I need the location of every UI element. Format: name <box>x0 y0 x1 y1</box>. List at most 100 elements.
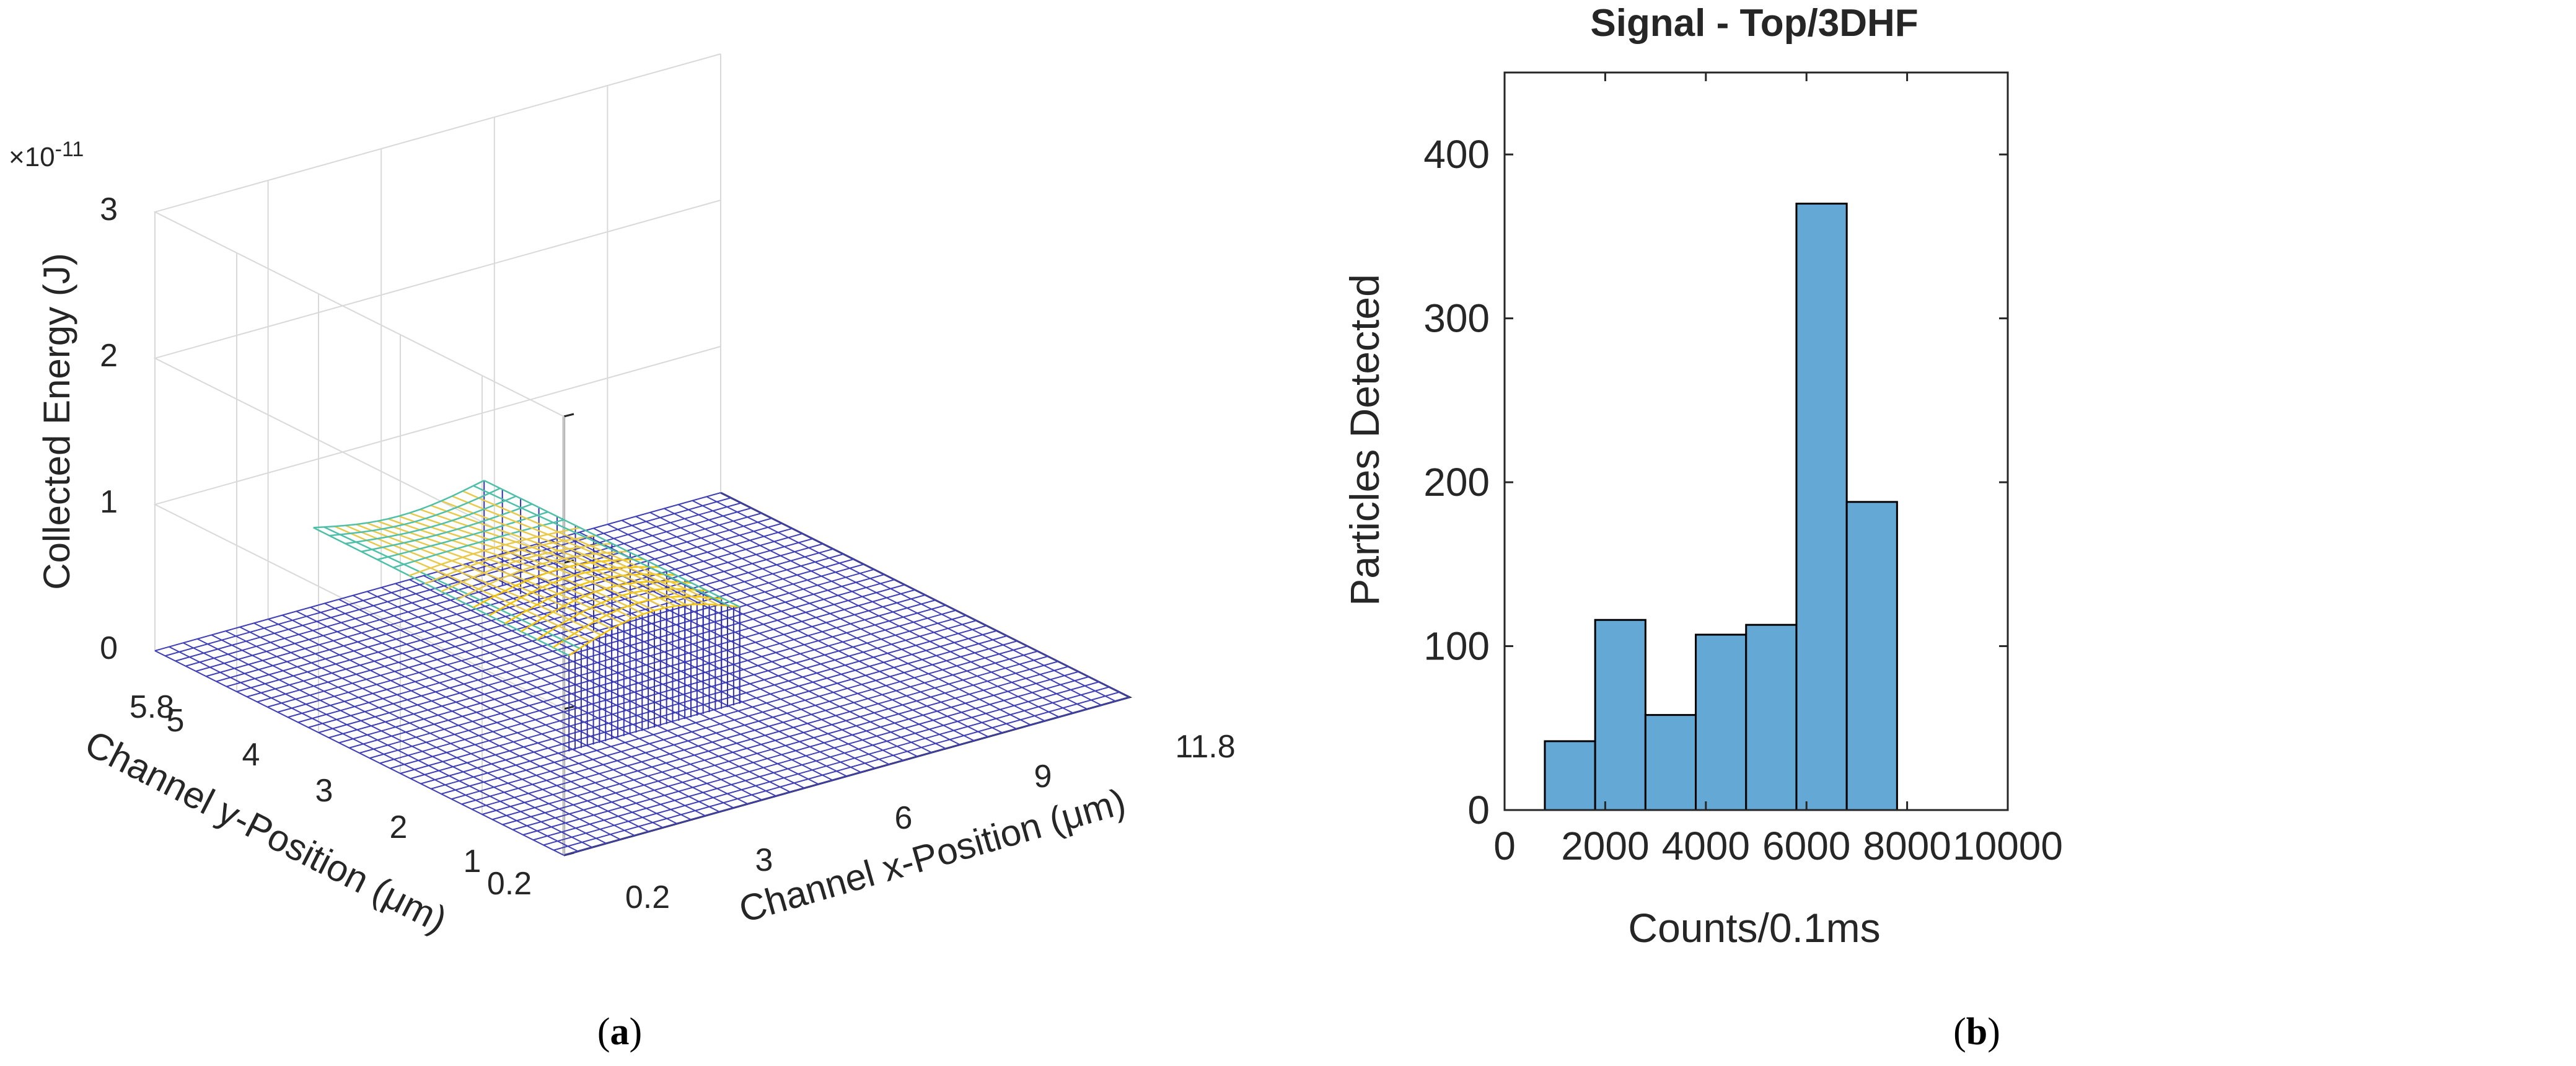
mesh-line <box>338 584 905 744</box>
x-tick-label: 4000 <box>1662 824 1750 868</box>
mesh-line <box>318 574 885 733</box>
histogram-bar <box>1695 633 1747 811</box>
grid-line <box>153 346 721 710</box>
mesh-line <box>267 548 833 708</box>
mesh-line <box>288 558 854 718</box>
x-tick-label: 3 <box>755 842 773 878</box>
surface-line <box>377 511 548 561</box>
y-tick-label: 5 <box>167 703 185 739</box>
mesh-line <box>206 518 772 677</box>
mesh-line <box>664 508 1074 714</box>
surface-line <box>393 519 565 568</box>
surface-line <box>408 527 581 576</box>
mesh-line <box>247 538 813 698</box>
y-tick-label: 1 <box>464 844 481 879</box>
y-tick-label: 0 <box>1467 788 1490 832</box>
energy-surface <box>313 480 741 752</box>
mesh-line <box>175 502 742 662</box>
histogram-bar <box>1544 740 1596 811</box>
y-tick-label: 100 <box>1423 624 1490 669</box>
mesh-line <box>257 543 824 703</box>
surface-line <box>462 490 719 606</box>
x-tick-label: 2000 <box>1561 824 1649 868</box>
y-tick-label: 300 <box>1423 296 1490 341</box>
mesh-line <box>451 567 861 773</box>
x-tick-label: 11.8 <box>1175 729 1235 765</box>
surface-line <box>409 512 666 609</box>
surface-line <box>329 487 501 537</box>
y-tick-label: 4 <box>242 737 260 773</box>
mesh-line <box>706 496 1116 702</box>
y-axis-label: Particles Detected <box>1342 274 1387 606</box>
y-tick-label: 0.2 <box>487 866 532 902</box>
grid-lines <box>153 53 721 856</box>
y-tick-label: 2 <box>390 809 408 845</box>
axes-frame <box>1503 71 2009 811</box>
histogram-bar <box>1845 501 1898 811</box>
y-tick-label: 5.8 <box>130 689 174 725</box>
mesh-line <box>185 507 752 667</box>
y-tick-label: 200 <box>1423 460 1490 504</box>
mesh-line <box>277 553 844 713</box>
histogram-bar <box>1594 619 1646 811</box>
histogram-bar <box>1795 203 1848 811</box>
x-ticks: 0 2000 4000 6000 8000 10000 <box>1493 73 2063 868</box>
x-tick-label: 9 <box>1034 759 1052 795</box>
mesh-line <box>720 492 1130 698</box>
z-tick-mark <box>563 559 574 564</box>
z-tick-label: 1 <box>100 484 118 520</box>
surface-line <box>398 515 655 612</box>
y-tick-label: 400 <box>1423 132 1490 177</box>
x-tick-label: 0 <box>1493 824 1516 868</box>
histogram-bar <box>1745 623 1798 811</box>
panel-b-histogram: Signal - Top/3DHF 0 2000 4000 6000 8000 10000… <box>1342 2 2063 951</box>
caption-a: (a) <box>597 1011 642 1053</box>
mesh-line <box>297 563 864 723</box>
mesh-line <box>607 524 1017 729</box>
surface-line <box>313 480 485 529</box>
surface-line <box>420 508 676 607</box>
x-axis-label: Counts/0.1ms <box>1628 905 1880 951</box>
y-tick-label: 3 <box>315 773 333 809</box>
histogram-bars <box>1544 203 1898 811</box>
z-exponent-label: ×10-11 <box>9 138 84 172</box>
z-tick-mark <box>563 413 574 418</box>
mesh-line <box>621 519 1031 726</box>
mesh-line <box>494 555 904 761</box>
z-tick-label: 3 <box>100 192 118 227</box>
y-ticks: 0 100 200 300 400 <box>1423 132 2008 832</box>
caption-b: (b) <box>1953 1011 2000 1053</box>
mesh-line <box>635 516 1045 722</box>
mesh-line <box>216 522 783 682</box>
floor-mesh <box>154 492 1130 856</box>
z-exponent-base: ×10 <box>9 142 55 172</box>
x-tick-label: 10000 <box>1953 824 2063 868</box>
z-exponent-power: -11 <box>55 138 84 161</box>
mesh-line <box>236 533 803 692</box>
surface-line <box>345 495 517 545</box>
surface-line <box>424 534 596 584</box>
surface-line <box>452 495 708 606</box>
x-tick-label: 8000 <box>1863 824 1951 868</box>
mesh-line <box>465 563 876 769</box>
mesh-line <box>678 504 1088 710</box>
surface-line <box>441 500 698 606</box>
chart-title: Signal - Top/3DHF <box>1590 2 1918 45</box>
grid-line <box>153 53 721 417</box>
x-tick-label: 6000 <box>1762 824 1850 868</box>
panel-a-surface-plot: 0 1 2 3 ×10-11 Collected Energy (J) 5.8 … <box>9 53 1236 941</box>
mesh-line <box>593 527 1003 734</box>
mesh-line <box>692 500 1102 706</box>
mesh-line <box>308 568 874 728</box>
mesh-line <box>349 589 915 749</box>
histogram-bar <box>1644 714 1697 811</box>
mesh-line <box>165 497 731 657</box>
mesh-line <box>649 511 1060 718</box>
z-axis-label: Collected Energy (J) <box>36 253 77 590</box>
surface-line <box>361 503 533 553</box>
surface-line <box>430 504 687 606</box>
axes-box <box>1503 71 2009 811</box>
z-tick-label: 0 <box>100 630 118 666</box>
x-axis-label: Channel x-Position (μm) <box>734 780 1130 930</box>
